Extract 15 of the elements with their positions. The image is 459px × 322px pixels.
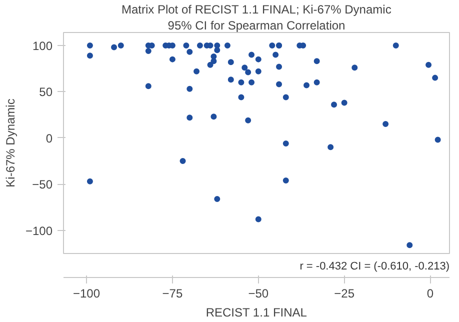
x-tick-label: −100 [73, 286, 100, 300]
chart-title: Matrix Plot of RECIST 1.1 FINAL; Ki-67% Dynamic [121, 2, 392, 16]
x-tick-label: 0 [426, 286, 434, 300]
y-tick-label: 0 [46, 131, 53, 146]
text: r = -0.432 CI = (-0.610, -0.213) [300, 260, 450, 272]
y-tick-label: 50 [39, 85, 53, 100]
y-tick-label: −100 [25, 224, 53, 238]
y-tick-label: 100 [32, 38, 53, 53]
chart-subtitle: 95% CI for Spearman Correlation [168, 18, 346, 32]
y-axis-title: Ki-67% Dynamic [3, 98, 18, 188]
x-tick-label: −50 [248, 286, 269, 300]
x-axis-title: RECIST 1.1 FINAL [206, 306, 308, 320]
y-tick-label: −50 [32, 178, 53, 192]
x-tick-label: −75 [162, 286, 183, 300]
x-tick-label: −25 [334, 286, 355, 300]
